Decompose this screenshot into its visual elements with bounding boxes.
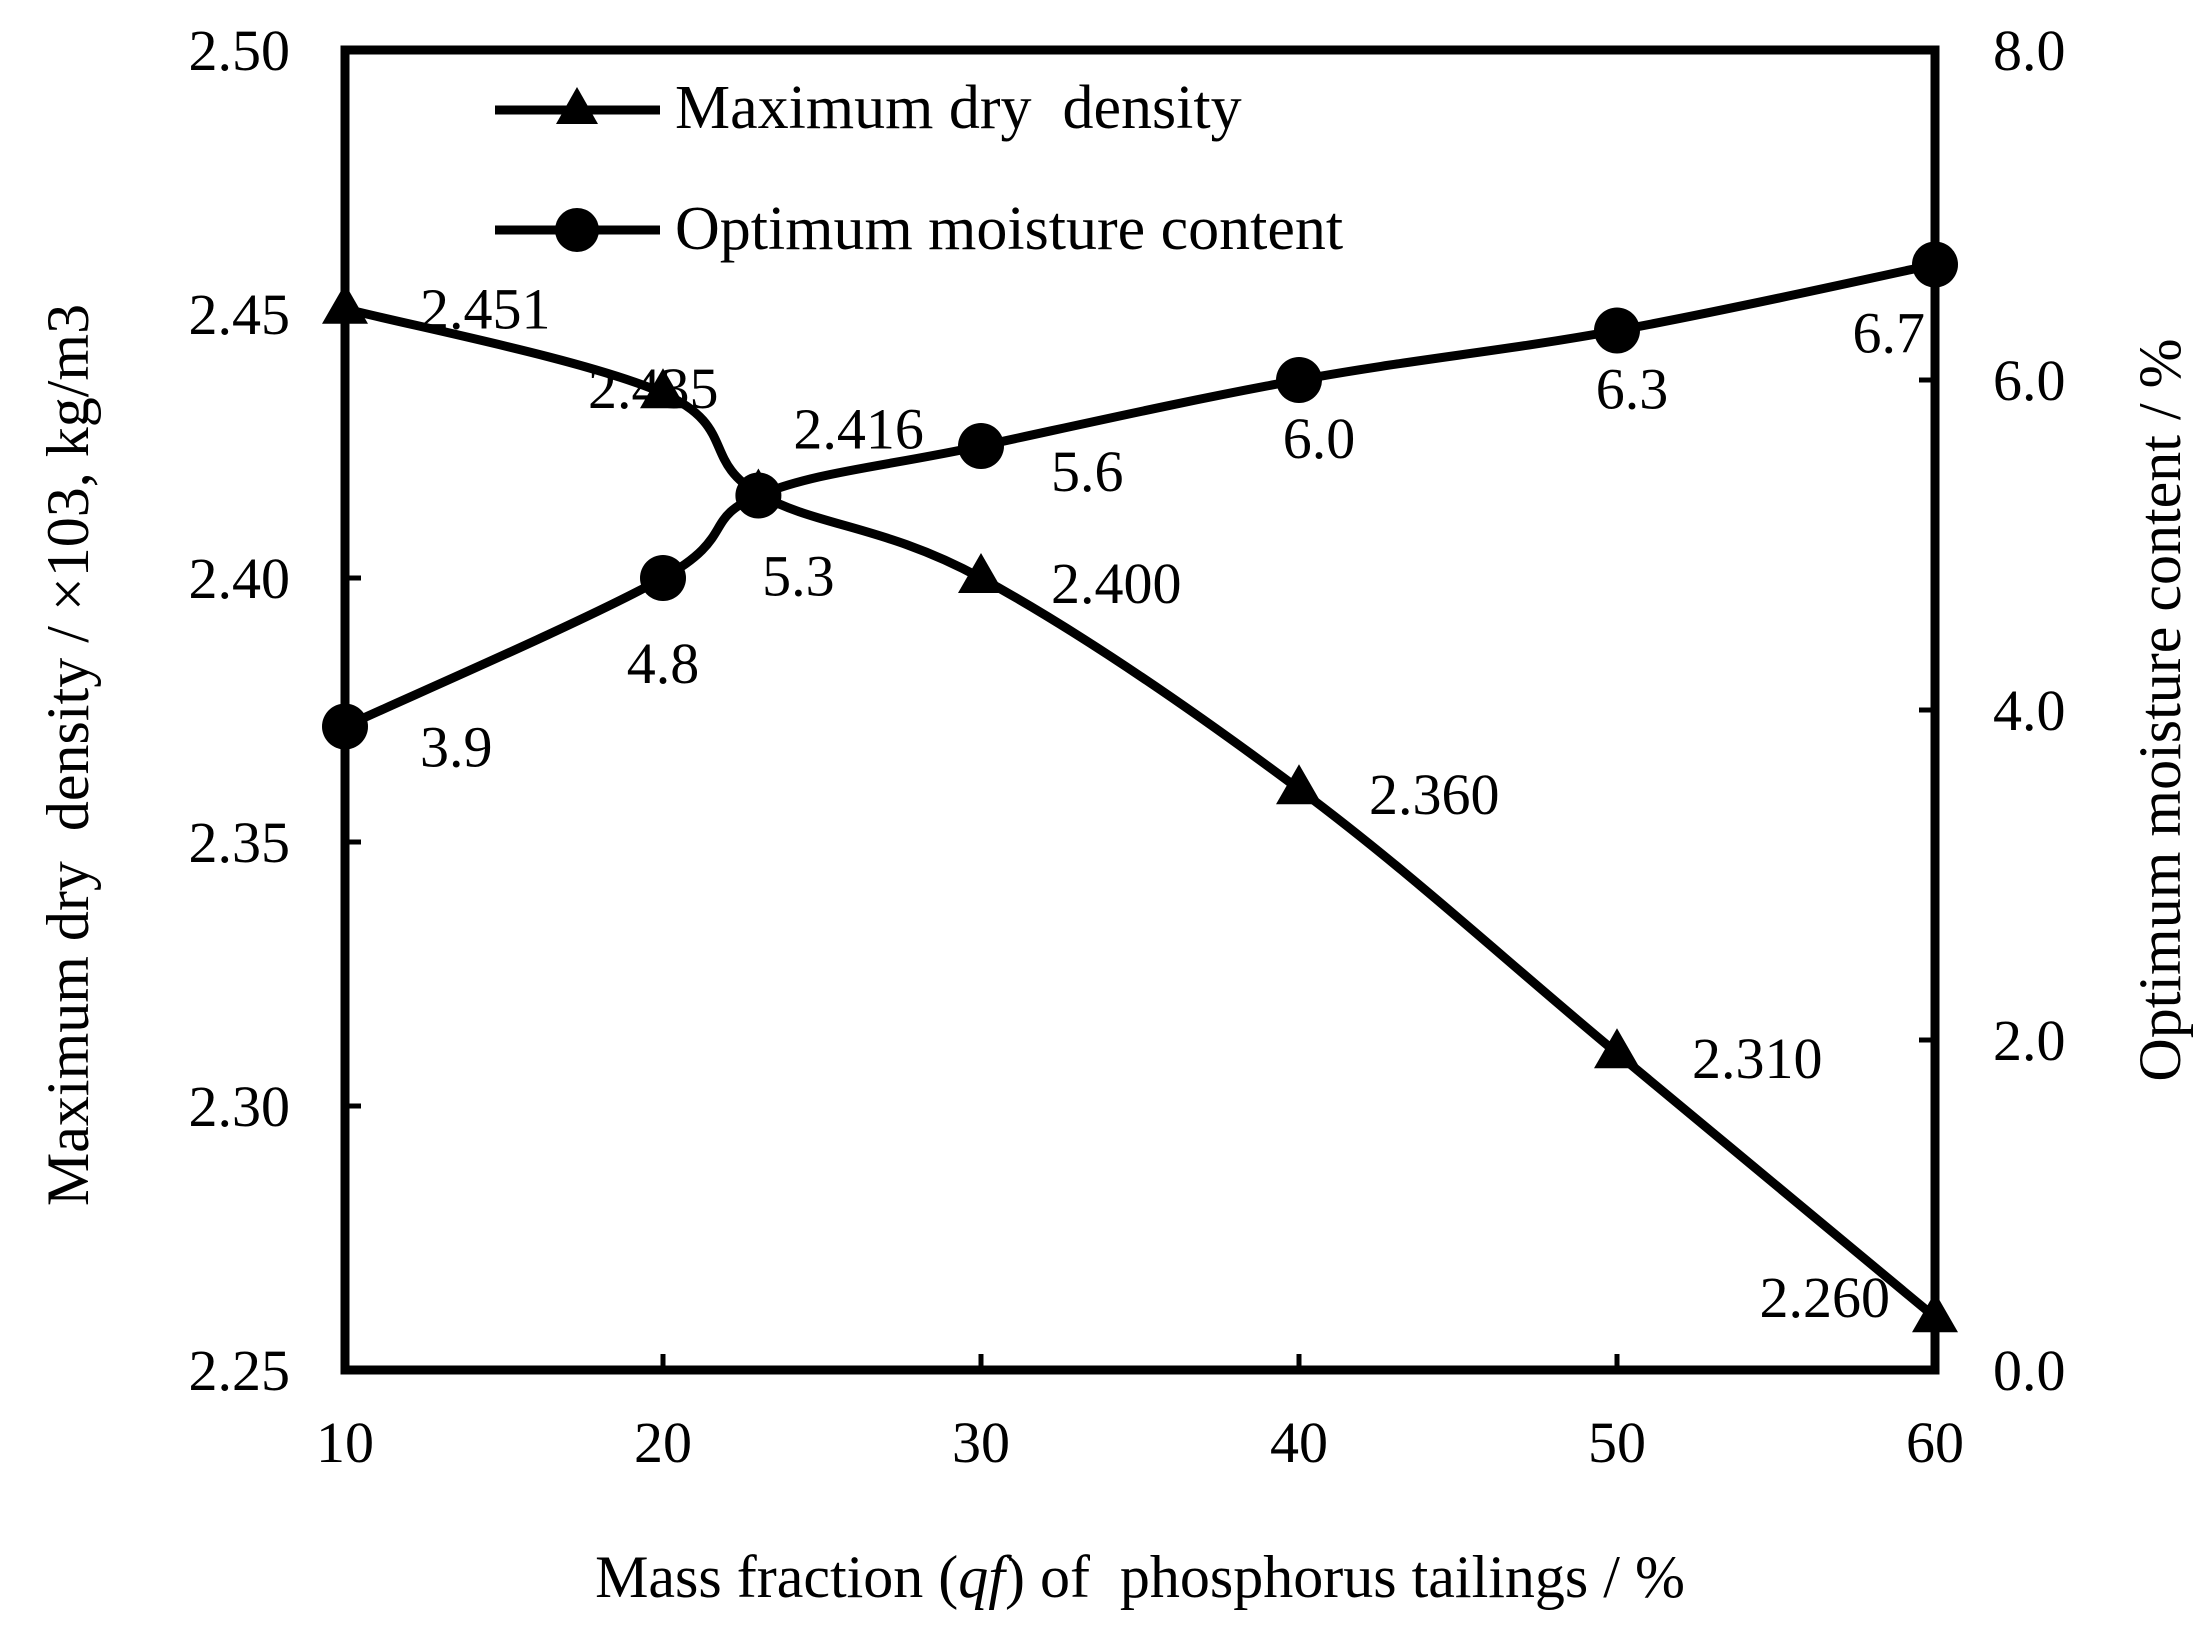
circle-marker xyxy=(1276,357,1322,403)
data-labels-layer: 2.451 2.435 2.416 2.400 2.360 2.310 2.260 3.9 4.… xyxy=(420,277,1925,1330)
x-tick-label: 10 xyxy=(316,1410,374,1475)
series-layer xyxy=(322,241,1958,1333)
left-y-tick-label: 2.35 xyxy=(189,810,291,875)
x-axis-title-italic: qf xyxy=(958,1544,1012,1610)
x-tick-label: 20 xyxy=(634,1410,692,1475)
x-axis-ticks: 10 20 30 40 50 60 xyxy=(316,1354,1964,1475)
triangle-marker xyxy=(1912,1292,1958,1333)
x-axis-title-start: Mass fraction ( xyxy=(595,1544,958,1610)
left-y-tick-label: 2.50 xyxy=(189,18,291,83)
x-tick-label: 30 xyxy=(952,1410,1010,1475)
x-tick-label: 50 xyxy=(1588,1410,1646,1475)
legend-circle-marker xyxy=(555,208,599,252)
right-y-tick-label: 4.0 xyxy=(1993,678,2066,743)
x-tick-label: 40 xyxy=(1270,1410,1328,1475)
circle-marker xyxy=(1594,307,1640,354)
x-axis-title: Mass fraction (qf) of phosphorus tailing… xyxy=(595,1544,1685,1610)
x-axis-title-end: ) of phosphorus tailings / % xyxy=(1005,1544,1685,1610)
data-label-maximum-dry-density: 2.416 xyxy=(793,397,924,462)
left-y-tick-label: 2.25 xyxy=(189,1338,291,1403)
triangle-marker xyxy=(958,553,1004,593)
data-label-maximum-dry-density: 2.400 xyxy=(1051,551,1182,616)
circle-marker xyxy=(1912,241,1958,288)
triangle-marker xyxy=(1276,764,1322,805)
triangle-marker xyxy=(322,283,368,324)
triangle-marker xyxy=(1594,1028,1640,1069)
data-label-maximum-dry-density: 2.260 xyxy=(1760,1265,1891,1330)
right-y-axis-ticks: 0.0 2.0 4.0 6.0 8.0 xyxy=(1919,18,2066,1403)
data-label-optimum-moisture-content: 6.3 xyxy=(1596,357,1669,422)
data-label-optimum-moisture-content: 5.6 xyxy=(1051,439,1124,504)
legend-triangle-marker xyxy=(556,87,598,124)
data-label-optimum-moisture-content: 6.0 xyxy=(1283,406,1356,471)
right-y-tick-label: 2.0 xyxy=(1993,1008,2066,1073)
circle-marker xyxy=(735,472,782,519)
circle-marker xyxy=(322,703,368,750)
legend-label-optimum-moisture-content: Optimum moisture content xyxy=(675,195,1343,263)
circle-marker xyxy=(958,423,1004,469)
right-y-axis-title: Optimum moisture content / % xyxy=(2127,338,2193,1081)
data-label-maximum-dry-density: 2.360 xyxy=(1369,762,1500,827)
data-label-optimum-moisture-content: 5.3 xyxy=(762,544,835,609)
circle-marker xyxy=(640,555,686,601)
triangle-marker xyxy=(640,368,686,409)
data-label-optimum-moisture-content: 6.7 xyxy=(1853,301,1926,366)
left-y-axis-ticks: 2.25 2.30 2.35 2.40 2.45 2.50 xyxy=(189,18,361,1403)
left-y-tick-label: 2.30 xyxy=(189,1074,291,1139)
right-y-tick-label: 6.0 xyxy=(1993,348,2066,413)
data-label-maximum-dry-density: 2.435 xyxy=(588,356,719,421)
left-y-tick-label: 2.40 xyxy=(189,546,291,611)
legend: Maximum dry density Optimum moisture con… xyxy=(495,74,1343,263)
legend-label-maximum-dry-density: Maximum dry density xyxy=(675,74,1242,142)
data-label-optimum-moisture-content: 4.8 xyxy=(627,631,700,696)
series-line-maximum-dry-density xyxy=(340,304,1940,1322)
right-y-tick-label: 0.0 xyxy=(1993,1338,2066,1403)
data-label-optimum-moisture-content: 3.9 xyxy=(420,715,493,780)
data-label-maximum-dry-density: 2.451 xyxy=(420,277,551,342)
data-label-maximum-dry-density: 2.310 xyxy=(1692,1026,1823,1091)
left-y-axis-title: Maximum dry density / ×103, kg/m3 xyxy=(35,304,101,1206)
left-y-tick-label: 2.45 xyxy=(189,282,291,347)
right-y-tick-label: 8.0 xyxy=(1993,18,2066,83)
x-tick-label: 60 xyxy=(1906,1410,1964,1475)
series-line-optimum-moisture-content xyxy=(340,260,1940,731)
